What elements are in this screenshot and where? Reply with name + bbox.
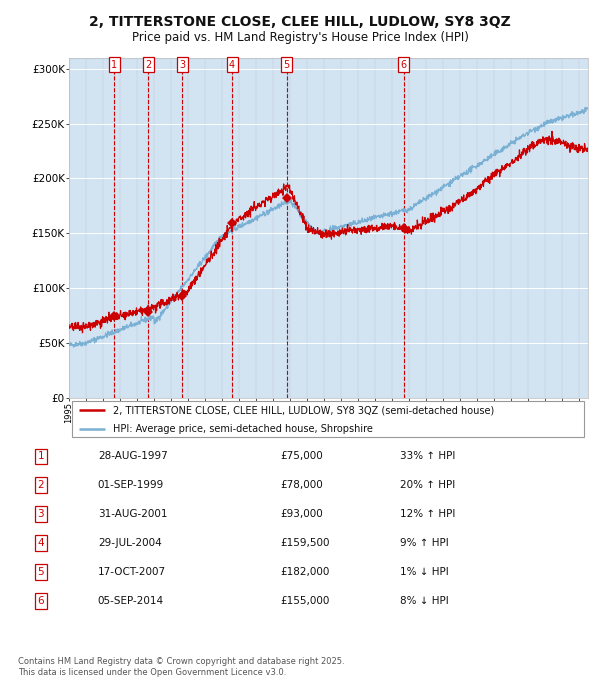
Text: £155,000: £155,000 bbox=[280, 596, 329, 606]
Text: 6: 6 bbox=[401, 60, 407, 69]
Text: 33% ↑ HPI: 33% ↑ HPI bbox=[400, 452, 455, 462]
Bar bbox=[148, 58, 182, 398]
Text: 4: 4 bbox=[37, 538, 44, 548]
Text: 5: 5 bbox=[37, 567, 44, 577]
Bar bbox=[114, 58, 148, 398]
Bar bbox=[182, 58, 232, 398]
Text: 2: 2 bbox=[37, 480, 44, 490]
Bar bbox=[287, 58, 404, 398]
Bar bbox=[69, 58, 114, 398]
Text: 2, TITTERSTONE CLOSE, CLEE HILL, LUDLOW, SY8 3QZ: 2, TITTERSTONE CLOSE, CLEE HILL, LUDLOW,… bbox=[89, 15, 511, 29]
Text: £182,000: £182,000 bbox=[280, 567, 329, 577]
Text: Contains HM Land Registry data © Crown copyright and database right 2025.
This d: Contains HM Land Registry data © Crown c… bbox=[18, 657, 344, 677]
Text: 12% ↑ HPI: 12% ↑ HPI bbox=[400, 509, 455, 520]
Text: 9% ↑ HPI: 9% ↑ HPI bbox=[400, 538, 449, 548]
Text: 01-SEP-1999: 01-SEP-1999 bbox=[98, 480, 164, 490]
Text: 5: 5 bbox=[284, 60, 290, 69]
Text: £93,000: £93,000 bbox=[280, 509, 323, 520]
Text: £159,500: £159,500 bbox=[280, 538, 330, 548]
Text: £75,000: £75,000 bbox=[280, 452, 323, 462]
Bar bbox=[232, 58, 287, 398]
FancyBboxPatch shape bbox=[71, 401, 584, 437]
Text: 29-JUL-2004: 29-JUL-2004 bbox=[98, 538, 161, 548]
Text: £78,000: £78,000 bbox=[280, 480, 323, 490]
Text: 20% ↑ HPI: 20% ↑ HPI bbox=[400, 480, 455, 490]
Text: 6: 6 bbox=[37, 596, 44, 606]
Text: 1: 1 bbox=[111, 60, 118, 69]
Text: 2: 2 bbox=[145, 60, 152, 69]
Text: 1: 1 bbox=[37, 452, 44, 462]
Text: HPI: Average price, semi-detached house, Shropshire: HPI: Average price, semi-detached house,… bbox=[113, 424, 373, 434]
Text: 17-OCT-2007: 17-OCT-2007 bbox=[98, 567, 166, 577]
Text: 2, TITTERSTONE CLOSE, CLEE HILL, LUDLOW, SY8 3QZ (semi-detached house): 2, TITTERSTONE CLOSE, CLEE HILL, LUDLOW,… bbox=[113, 405, 494, 415]
Text: 1% ↓ HPI: 1% ↓ HPI bbox=[400, 567, 449, 577]
Bar bbox=[404, 58, 588, 398]
Text: Price paid vs. HM Land Registry's House Price Index (HPI): Price paid vs. HM Land Registry's House … bbox=[131, 31, 469, 44]
Text: 05-SEP-2014: 05-SEP-2014 bbox=[98, 596, 164, 606]
Text: 3: 3 bbox=[37, 509, 44, 520]
Text: 31-AUG-2001: 31-AUG-2001 bbox=[98, 509, 167, 520]
Text: 4: 4 bbox=[229, 60, 235, 69]
Text: 28-AUG-1997: 28-AUG-1997 bbox=[98, 452, 167, 462]
Text: 3: 3 bbox=[179, 60, 185, 69]
Text: 8% ↓ HPI: 8% ↓ HPI bbox=[400, 596, 449, 606]
